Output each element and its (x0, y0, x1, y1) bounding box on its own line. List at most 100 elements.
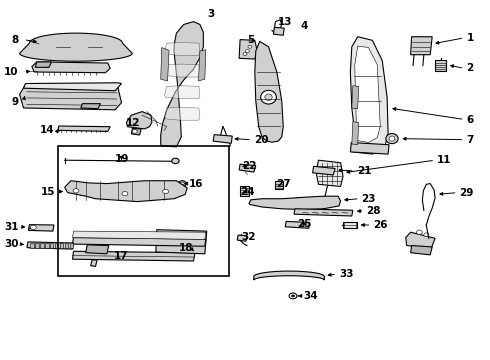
Polygon shape (27, 242, 74, 249)
Polygon shape (239, 164, 256, 172)
Polygon shape (24, 83, 122, 91)
Polygon shape (73, 251, 195, 261)
Ellipse shape (416, 230, 422, 234)
Text: 27: 27 (276, 179, 291, 189)
Text: 18: 18 (179, 243, 194, 253)
Text: 6: 6 (466, 114, 474, 125)
Polygon shape (406, 232, 435, 248)
Polygon shape (20, 85, 122, 110)
Text: 25: 25 (297, 219, 312, 229)
Text: 3: 3 (207, 9, 214, 19)
Polygon shape (273, 27, 284, 35)
Text: 15: 15 (40, 186, 55, 197)
Text: 24: 24 (240, 186, 255, 197)
Bar (240, 186, 249, 196)
Ellipse shape (248, 45, 252, 48)
Bar (60, 243, 63, 248)
Text: 16: 16 (189, 179, 203, 189)
Text: 28: 28 (367, 206, 381, 216)
Polygon shape (294, 209, 353, 216)
Bar (275, 181, 283, 189)
Text: 14: 14 (40, 125, 55, 135)
Polygon shape (91, 260, 97, 266)
Bar (58, 146, 229, 276)
Text: 8: 8 (11, 35, 19, 45)
Ellipse shape (243, 53, 247, 55)
Polygon shape (161, 48, 169, 81)
Polygon shape (131, 129, 141, 135)
Polygon shape (58, 126, 110, 131)
Polygon shape (165, 107, 200, 120)
Polygon shape (73, 238, 206, 246)
Ellipse shape (73, 189, 79, 193)
Ellipse shape (289, 293, 297, 299)
Text: 29: 29 (460, 188, 474, 198)
Bar (45, 243, 49, 248)
Text: 13: 13 (278, 17, 293, 27)
Polygon shape (35, 62, 51, 67)
Polygon shape (165, 86, 200, 99)
Polygon shape (20, 33, 132, 61)
Text: 31: 31 (4, 222, 19, 232)
Text: 2: 2 (466, 63, 474, 73)
Polygon shape (411, 37, 432, 55)
Text: 4: 4 (300, 21, 308, 31)
Bar (50, 243, 53, 248)
Polygon shape (65, 181, 187, 202)
Ellipse shape (172, 158, 179, 163)
Text: 20: 20 (254, 135, 269, 145)
Bar (70, 243, 73, 248)
Ellipse shape (163, 189, 169, 194)
Ellipse shape (30, 225, 36, 230)
Bar (435, 60, 446, 71)
Bar (343, 222, 357, 228)
Ellipse shape (265, 94, 272, 100)
Polygon shape (32, 62, 110, 73)
Text: 22: 22 (242, 161, 256, 171)
Bar (35, 243, 39, 248)
Bar (55, 243, 58, 248)
Text: 11: 11 (437, 155, 452, 165)
Polygon shape (28, 225, 54, 231)
Ellipse shape (424, 233, 429, 237)
Polygon shape (411, 246, 432, 255)
Ellipse shape (389, 136, 395, 141)
Text: 21: 21 (357, 166, 371, 176)
Ellipse shape (245, 50, 249, 53)
Text: 19: 19 (114, 154, 129, 164)
Bar (40, 243, 44, 248)
Text: 26: 26 (373, 220, 388, 230)
Text: 10: 10 (4, 67, 19, 77)
Bar (65, 243, 68, 248)
Text: 7: 7 (466, 135, 474, 145)
Polygon shape (86, 245, 109, 254)
Polygon shape (237, 235, 247, 241)
Ellipse shape (178, 181, 186, 186)
Polygon shape (350, 143, 389, 154)
Polygon shape (255, 41, 283, 142)
Text: 30: 30 (4, 239, 19, 249)
Polygon shape (165, 64, 200, 77)
Polygon shape (355, 46, 380, 143)
Polygon shape (213, 135, 232, 143)
Polygon shape (161, 22, 203, 147)
Text: 5: 5 (247, 35, 255, 45)
Polygon shape (352, 86, 359, 109)
Text: 23: 23 (362, 194, 376, 204)
Bar (30, 243, 34, 248)
Ellipse shape (261, 90, 276, 104)
Polygon shape (316, 160, 343, 186)
Polygon shape (313, 166, 335, 175)
Text: 32: 32 (242, 232, 256, 242)
Polygon shape (156, 230, 207, 254)
Polygon shape (126, 112, 152, 129)
Polygon shape (198, 50, 206, 81)
Polygon shape (285, 221, 310, 228)
Ellipse shape (386, 134, 398, 144)
Polygon shape (249, 196, 341, 210)
Text: 12: 12 (126, 118, 141, 128)
Polygon shape (81, 104, 100, 109)
Polygon shape (350, 37, 388, 154)
Ellipse shape (122, 192, 128, 196)
Ellipse shape (292, 295, 294, 297)
